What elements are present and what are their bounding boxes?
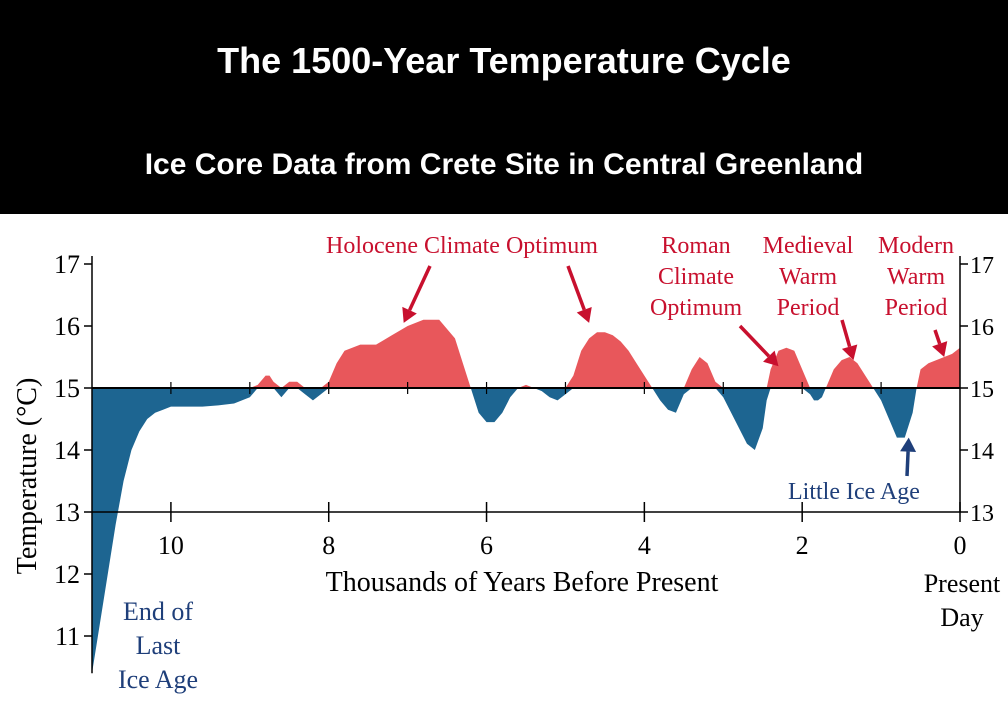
- y-tick-label-left: 17: [54, 250, 80, 279]
- x-tick-label: 0: [954, 531, 967, 560]
- annotation-text: Day: [940, 603, 983, 632]
- annotation-arrowhead: [763, 350, 779, 367]
- annotation-text: Modern: [878, 233, 954, 259]
- annotation-arrow: [933, 329, 942, 345]
- x-tick-label: 2: [796, 531, 809, 560]
- y-tick-label-right: 15: [970, 377, 994, 403]
- annotation-text: Warm: [779, 264, 837, 290]
- annotation-text: Roman: [661, 233, 730, 259]
- annotation-arrowhead: [932, 341, 948, 357]
- y-tick-label-left: 13: [54, 498, 80, 527]
- y-axis-label: Temperature (°C): [12, 378, 43, 575]
- x-tick-label: 6: [480, 531, 493, 560]
- y-tick-label-right: 14: [970, 439, 994, 465]
- annotation-roman: Roman Climate Optimum: [650, 233, 779, 367]
- temperature-chart: 17 16 15 14 13 12 11 17 16 15 14 13 10 8 6 4 2 0 Thousand…: [12, 233, 1001, 694]
- annotation-text: Little Ice Age: [788, 479, 920, 505]
- x-tick-label: 4: [638, 531, 651, 560]
- area-layer: [92, 319, 960, 674]
- x-tick-label: 8: [322, 531, 335, 560]
- annotation-arrow: [407, 265, 432, 311]
- cold-anomaly-area: [92, 388, 960, 674]
- annotation-text: Period: [777, 295, 840, 321]
- annotation-arrow: [738, 324, 771, 358]
- annotation-text: Period: [885, 295, 948, 321]
- annotation-medieval: Medieval Warm Period: [763, 233, 858, 361]
- y-tick-label-left: 12: [54, 560, 80, 589]
- annotation-modern: Modern Warm Period: [878, 233, 954, 357]
- annotation-text: Last: [136, 631, 182, 660]
- annotation-arrow: [840, 319, 852, 348]
- annotation-layer: Holocene Climate Optimum Roman Climate Opti…: [118, 233, 1001, 694]
- annotation-text: End of: [123, 597, 193, 626]
- annotation-text: Warm: [887, 264, 945, 290]
- x-axis-label: Thousands of Years Before Present: [326, 567, 719, 598]
- annotation-arrowhead: [900, 437, 917, 452]
- annotation-text: Medieval: [763, 233, 854, 259]
- y-tick-label-left: 14: [54, 436, 80, 465]
- x-tick-label: 10: [158, 531, 184, 560]
- chart-subtitle: Ice Core Data from Crete Site in Central…: [144, 148, 864, 181]
- annotation-text: Optimum: [650, 295, 742, 321]
- annotation-text: Present: [924, 569, 1001, 598]
- y-tick-label-right: 17: [970, 253, 994, 279]
- title-banner: The 1500-Year Temperature Cycle Ice Core…: [0, 0, 1008, 214]
- annotation-end-last-ice-age: End of Last Ice Age: [118, 597, 198, 694]
- annotation-present-day: Present Day: [924, 569, 1001, 632]
- y-tick-label-right: 16: [970, 315, 994, 341]
- annotation-arrowhead: [576, 306, 592, 323]
- warm-anomaly-area: [92, 319, 960, 388]
- y-tick-label-left: 15: [54, 374, 80, 403]
- y-tick-label-left: 11: [55, 622, 80, 651]
- annotation-arrow: [566, 265, 586, 311]
- annotation-little-ice-age: Little Ice Age: [788, 437, 920, 505]
- tick-layer: 17 16 15 14 13 12 11 17 16 15 14 13 10 8 6 4 2 0: [54, 250, 994, 651]
- annotation-arrowhead: [841, 344, 858, 361]
- y-tick-label-right: 13: [970, 501, 994, 527]
- y-tick-label-left: 16: [54, 312, 80, 341]
- annotation-text: Climate: [658, 264, 734, 290]
- annotation-text: Holocene Climate Optimum: [326, 233, 598, 259]
- annotation-arrowhead: [402, 306, 417, 323]
- chart-title: The 1500-Year Temperature Cycle: [217, 40, 791, 81]
- annotation-holocene: Holocene Climate Optimum: [326, 233, 598, 323]
- annotation-text: Ice Age: [118, 665, 198, 694]
- annotation-arrow: [905, 451, 910, 477]
